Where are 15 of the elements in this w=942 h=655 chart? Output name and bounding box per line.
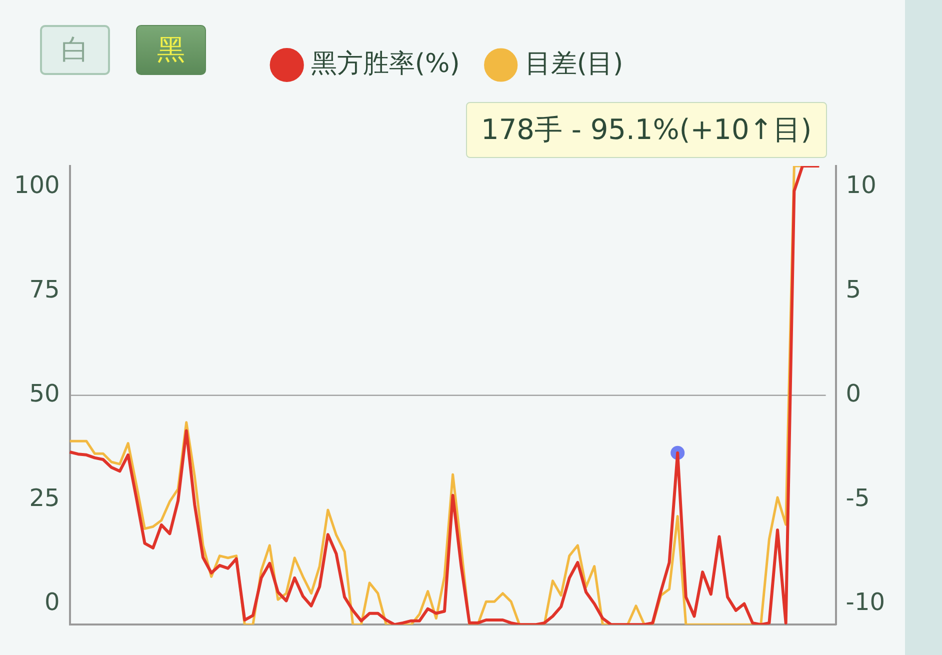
text: 黑 [136, 25, 206, 75]
y-tick-label: 75 [29, 275, 60, 304]
y-tick-label: 100 [14, 171, 60, 200]
legend-label: 黑方胜率(%) [310, 48, 460, 79]
y-tick-label: 0 [44, 588, 60, 616]
y-tick-label: 25 [29, 484, 60, 512]
y2-tick-label: 0 [846, 380, 862, 408]
text: 178手 - 95.1%(+10↑目) [466, 102, 827, 158]
y2-tick-label: 10 [846, 171, 876, 200]
text: 白 [40, 25, 110, 75]
y-tick-label: 50 [29, 380, 60, 408]
y2-tick-label: -5 [846, 484, 870, 512]
legend-label: 目差(目) [524, 48, 624, 79]
y2-tick-label: -10 [846, 588, 886, 616]
y2-tick-label: 5 [846, 275, 862, 304]
